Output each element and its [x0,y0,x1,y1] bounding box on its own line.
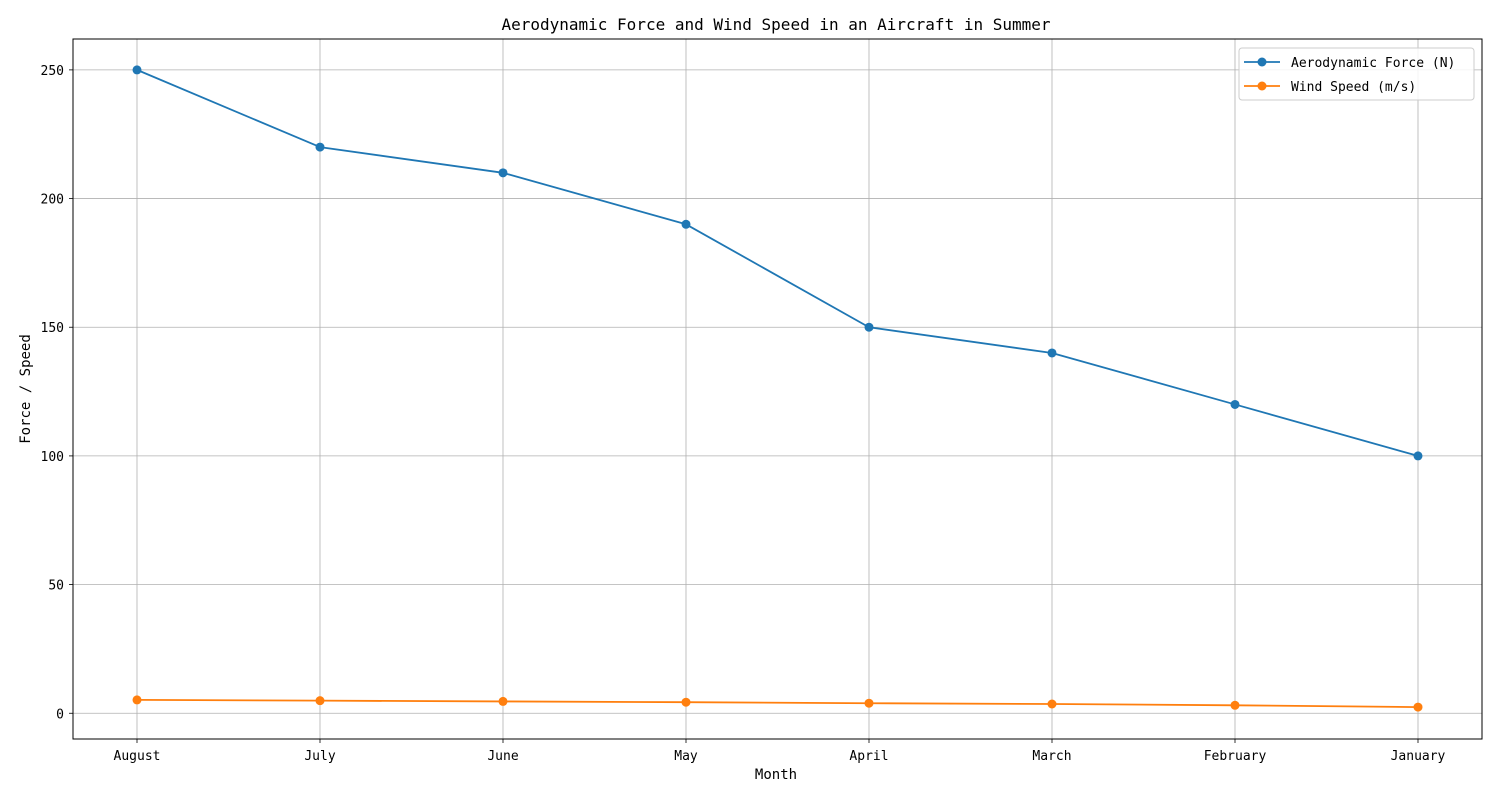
legend-marker-0 [1257,57,1267,67]
y-tick-label: 150 [41,321,64,336]
x-tick-label: May [674,749,698,764]
y-axis-label: Force / Speed [18,334,34,444]
series-1-point [132,695,142,705]
series-1-point [498,696,508,706]
x-tick-label: August [114,749,161,764]
axis-layer: August July June May April March February Janua… [41,38,1483,764]
legend-marker-1 [1257,81,1267,91]
x-tick-label: April [849,749,888,764]
series-1-point [1047,699,1057,709]
x-tick-label: February [1204,749,1267,764]
y-tick-label: 100 [41,450,64,465]
series-line-1 [136,698,1419,708]
series-layer [132,65,1423,712]
series-0-point [681,219,691,229]
series-1-point [1230,700,1240,710]
y-tick-label: 50 [48,579,64,594]
legend-label-0: Aerodynamic Force (N) [1291,56,1455,71]
series-0-point [315,142,325,152]
x-tick-label: June [487,749,518,764]
legend-box [1238,47,1475,101]
series-0-point [864,322,874,332]
series-line-0 [136,69,1419,457]
series-0-point [132,65,142,75]
legend: Aerodynamic Force (N) Wind Speed (m/s) [1238,47,1475,101]
x-tick-label: March [1032,749,1071,764]
series-1-point [681,697,691,707]
plot-frame [72,38,1483,740]
x-axis-label: Month [755,767,797,783]
series-1-point [315,696,325,706]
series-1-point [864,698,874,708]
y-tick-label: 250 [41,64,64,79]
grid-layer [73,39,1482,739]
series-0-point [1047,348,1057,358]
y-tick-label: 200 [41,193,64,208]
series-0-point [1230,399,1240,409]
x-tick-label: January [1391,749,1446,764]
y-tick-label: 0 [56,707,64,722]
chart-title: Aerodynamic Force and Wind Speed in an A… [501,15,1050,34]
series-0-point [498,168,508,178]
series-1-point [1413,702,1423,712]
x-tick-label: July [304,749,335,764]
legend-label-1: Wind Speed (m/s) [1291,80,1416,95]
series-0-point [1413,451,1423,461]
